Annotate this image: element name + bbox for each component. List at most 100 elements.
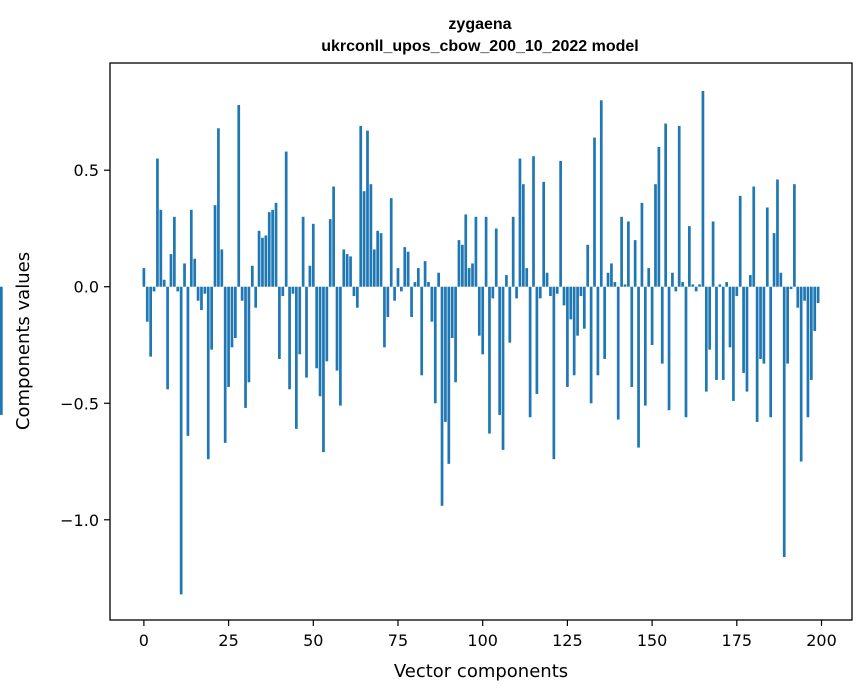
bar-113 [525, 268, 529, 287]
bar-1 [145, 286, 149, 322]
bar-117 [538, 286, 542, 299]
bar-164 [698, 284, 701, 287]
bar-63 [355, 286, 359, 308]
bar-144 [630, 286, 634, 387]
bar-163 [694, 286, 698, 292]
x-tick-label: 75 [388, 631, 408, 650]
bar-111 [518, 158, 522, 287]
x-tick-label: 175 [722, 631, 753, 650]
bar-90 [447, 286, 451, 464]
bar-114 [528, 286, 532, 418]
bar-52 [318, 286, 322, 397]
bar-68 [372, 249, 376, 287]
bar-40 [278, 286, 281, 359]
bar-49 [308, 265, 312, 287]
bar-2 [149, 286, 153, 357]
y-tick-label: −0.5 [60, 394, 99, 413]
bar-31 [247, 286, 251, 383]
bar-27 [234, 286, 237, 338]
bar-98 [474, 216, 478, 287]
bar-106 [501, 286, 505, 450]
bar-20 [210, 286, 213, 350]
x-axis-ticks: 0 25 50 75 100 125 150 175 200 [139, 620, 837, 650]
bar-72 [386, 286, 390, 318]
bar-178 [745, 286, 749, 392]
bar-24 [223, 286, 227, 443]
bar-19 [206, 286, 210, 460]
bar-32 [250, 265, 254, 287]
bar-173 [728, 286, 732, 348]
bar-130 [582, 286, 586, 329]
bar-15 [193, 258, 197, 287]
bar-139 [613, 282, 617, 287]
y-tick-label: 0.0 [74, 278, 99, 297]
bar-14 [189, 209, 193, 287]
y-tick-label: 0.5 [74, 161, 99, 180]
bar-93 [457, 240, 461, 287]
bar-189 [782, 286, 786, 558]
bar-51 [315, 286, 319, 369]
bar-143 [627, 221, 630, 287]
bar-175 [735, 286, 739, 297]
bar-133 [593, 137, 596, 287]
bar-171 [721, 286, 725, 380]
x-tick-label: 50 [303, 631, 323, 650]
bar-3 [152, 286, 156, 292]
bar-190 [786, 286, 789, 364]
bar-48 [305, 286, 308, 378]
bar-4 [156, 158, 159, 287]
bar-156 [671, 272, 674, 287]
bar-138 [610, 263, 613, 287]
bar-185 [769, 286, 773, 418]
bar-160 [684, 286, 688, 418]
bar-28 [237, 104, 241, 287]
bar-84 [427, 282, 430, 287]
bar-158 [677, 125, 681, 287]
bar-168 [711, 221, 715, 287]
bar-60 [345, 254, 349, 287]
bar-121 [552, 286, 556, 460]
bar-116 [535, 286, 539, 394]
bar-76 [400, 286, 403, 292]
bar-152 [657, 146, 661, 287]
bar-191 [789, 286, 793, 290]
bar-183 [762, 286, 766, 364]
bar-62 [352, 286, 356, 297]
bar-47 [301, 216, 305, 287]
bar-89 [444, 286, 447, 422]
bar-82 [420, 286, 424, 376]
bar-13 [186, 286, 190, 436]
bar-92 [454, 286, 457, 383]
bar-43 [288, 286, 291, 390]
bar-195 [803, 286, 806, 301]
bar-129 [579, 286, 583, 297]
bar-105 [498, 286, 501, 415]
bar-104 [494, 228, 498, 287]
bar-86 [433, 286, 437, 404]
bar-88 [440, 286, 444, 506]
bar-22 [217, 128, 220, 287]
bar-170 [718, 284, 722, 287]
bar-66 [366, 130, 369, 287]
bar-169 [715, 286, 718, 380]
bar-41 [281, 286, 285, 297]
bar-54 [325, 286, 329, 362]
bar-194 [799, 286, 803, 462]
bar-97 [471, 263, 474, 287]
bar-39 [274, 202, 278, 287]
bar-67 [369, 184, 373, 287]
bar-174 [732, 286, 735, 401]
bar-55 [328, 219, 332, 287]
bar-30 [244, 286, 247, 408]
bar-124 [562, 286, 566, 306]
bar-134 [596, 286, 600, 376]
bar-149 [647, 268, 651, 287]
bar-96 [467, 268, 471, 287]
x-tick-label: 25 [218, 631, 238, 650]
y-tick-label: −1.0 [60, 511, 99, 530]
bar-196 [806, 286, 810, 418]
bar-99 [477, 286, 481, 336]
bar-112 [522, 184, 525, 287]
bar-50 [311, 223, 315, 287]
